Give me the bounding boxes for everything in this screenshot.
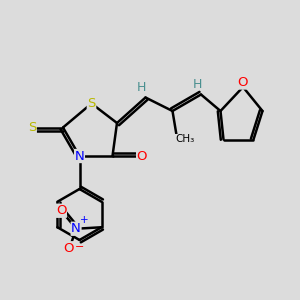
- Text: O: O: [238, 76, 248, 89]
- Text: O: O: [63, 242, 74, 255]
- Text: H: H: [137, 81, 147, 94]
- Text: +: +: [80, 215, 89, 225]
- Text: H: H: [193, 78, 202, 91]
- Text: O: O: [56, 204, 66, 217]
- Text: N: N: [71, 222, 81, 235]
- Text: N: N: [75, 149, 84, 163]
- Text: −: −: [74, 242, 84, 252]
- Text: O: O: [137, 149, 147, 163]
- Text: S: S: [87, 97, 96, 110]
- Text: CH₃: CH₃: [175, 134, 194, 145]
- Text: S: S: [28, 121, 36, 134]
